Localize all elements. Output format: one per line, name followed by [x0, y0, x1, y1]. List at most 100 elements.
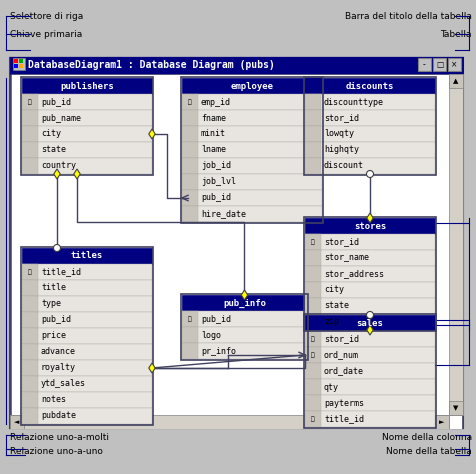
Bar [22, 142, 152, 158]
Text: ◄: ◄ [14, 419, 20, 425]
Text: zip: zip [323, 318, 338, 327]
Bar [304, 363, 434, 379]
Bar [22, 142, 38, 158]
Bar [14, 64, 18, 68]
Text: Nome della colonna: Nome della colonna [381, 433, 471, 442]
Bar [304, 314, 434, 330]
Bar [304, 218, 434, 234]
Bar [22, 248, 152, 264]
Text: 🔑: 🔑 [188, 316, 191, 322]
Bar [22, 360, 38, 376]
Bar [304, 379, 434, 395]
Bar [182, 94, 198, 110]
Text: hire_date: hire_date [200, 210, 246, 219]
Text: Relazione uno-a-uno: Relazione uno-a-uno [10, 447, 103, 456]
Bar [22, 280, 38, 296]
Bar [304, 94, 434, 110]
Bar [182, 110, 198, 126]
Bar [182, 142, 198, 158]
Bar [304, 298, 434, 314]
Bar [10, 415, 24, 429]
Text: country: country [41, 162, 76, 171]
Text: city: city [323, 285, 343, 294]
Bar [22, 392, 38, 408]
Bar [304, 158, 320, 174]
Bar [22, 280, 152, 296]
Bar [22, 312, 152, 328]
Bar [22, 110, 38, 126]
Bar [182, 343, 307, 359]
Polygon shape [241, 290, 247, 300]
Bar [19, 59, 23, 63]
Bar [11, 74, 461, 429]
Bar [304, 266, 434, 282]
Text: stor_id: stor_id [323, 113, 358, 122]
Bar [304, 126, 320, 142]
Bar [304, 411, 434, 427]
Text: ord_date: ord_date [323, 366, 363, 375]
Bar [10, 56, 462, 429]
Text: payterms: payterms [323, 399, 363, 408]
Text: pub_id: pub_id [200, 193, 230, 202]
Text: Chiave primaria: Chiave primaria [10, 30, 82, 39]
Bar [304, 142, 434, 158]
Text: Relazione uno-a-molti: Relazione uno-a-molti [10, 433, 109, 442]
Bar [22, 360, 152, 376]
Bar [182, 327, 307, 343]
Bar [304, 395, 320, 411]
Text: ×: × [450, 60, 457, 69]
Bar [22, 376, 38, 392]
Text: stores: stores [353, 221, 385, 230]
Bar [22, 94, 152, 110]
Bar [304, 395, 434, 411]
Bar [182, 78, 321, 94]
Text: pub_id: pub_id [41, 316, 71, 325]
Bar [22, 408, 152, 424]
Bar [182, 158, 321, 174]
Bar [22, 94, 38, 110]
Bar [22, 408, 38, 424]
Bar [19, 64, 23, 68]
Bar [14, 59, 18, 63]
Bar [182, 295, 307, 311]
Text: qty: qty [323, 383, 338, 392]
Bar [182, 174, 321, 190]
Bar [182, 174, 198, 190]
Text: ▼: ▼ [452, 405, 458, 411]
Bar [304, 110, 434, 126]
Text: city: city [41, 129, 61, 138]
Bar [22, 110, 152, 126]
Text: employee: employee [230, 82, 273, 91]
Circle shape [366, 311, 373, 319]
Bar [304, 250, 434, 266]
Text: stor_name: stor_name [323, 254, 368, 263]
Bar [448, 74, 462, 88]
Text: -: - [422, 60, 425, 69]
Text: 🔑: 🔑 [28, 99, 32, 105]
Text: publishers: publishers [60, 82, 114, 91]
Text: discounts: discounts [345, 82, 393, 91]
Bar [22, 344, 38, 360]
Bar [22, 312, 38, 328]
Bar [22, 264, 38, 280]
Bar [417, 58, 430, 71]
Text: title_id: title_id [41, 267, 81, 276]
Circle shape [366, 171, 373, 177]
Bar [304, 347, 434, 363]
Text: ytd_sales: ytd_sales [41, 380, 86, 389]
Bar [447, 58, 460, 71]
Bar [22, 376, 152, 392]
Bar [304, 347, 320, 363]
Text: lname: lname [200, 146, 226, 155]
Bar [304, 331, 320, 347]
Polygon shape [366, 213, 372, 223]
Text: discount: discount [323, 162, 363, 171]
Bar [13, 58, 25, 70]
Bar [304, 110, 320, 126]
Text: ord_num: ord_num [323, 350, 358, 359]
Bar [182, 142, 321, 158]
Bar [21, 247, 153, 425]
Bar [304, 282, 434, 298]
Bar [432, 58, 445, 71]
Bar [22, 158, 38, 174]
